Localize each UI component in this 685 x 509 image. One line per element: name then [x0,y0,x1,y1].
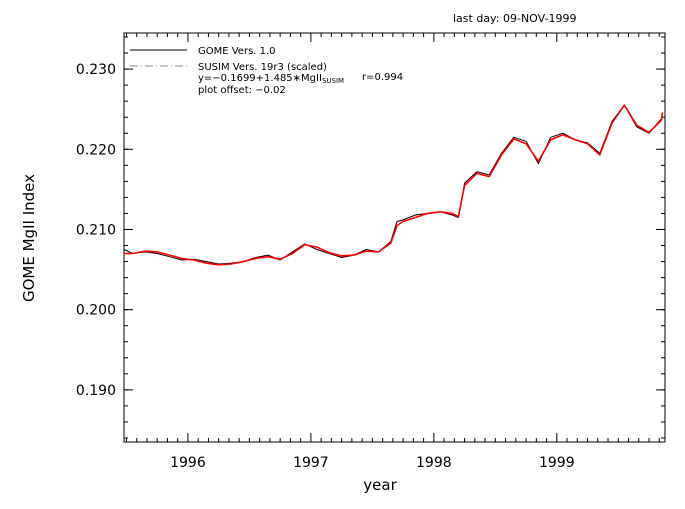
y-tick-label: 0.200 [76,303,116,319]
legend-label-gome: GOME Vers. 1.0 [198,46,276,57]
legend-formula-subscript: SUSIM [322,77,344,85]
series-layer [123,104,664,266]
x-tick-label: 1998 [416,455,452,471]
x-axis-label: year [363,476,397,494]
legend: GOME Vers. 1.0 SUSIM Vers. 19r3 (scaled)… [130,46,403,96]
legend-correlation: r=0.994 [362,72,403,83]
x-tick-label: 1999 [539,455,575,471]
series-line-susim [124,104,664,266]
y-tick-label: 0.210 [76,222,116,238]
last-day-note: last day: 09-NOV-1999 [453,12,576,25]
x-tick-label: 1996 [170,455,206,471]
legend-offset-note: plot offset: −0.02 [198,85,286,96]
x-tick-label: 1997 [293,455,329,471]
series-line-gome [123,104,663,265]
legend-formula: y=−0.1699+1.485∗MgIISUSIM [198,73,344,85]
y-tick-label: 0.220 [76,142,116,158]
plot-frame [123,32,666,443]
legend-formula-main: y=−0.1699+1.485∗MgII [198,73,322,84]
y-axis-label: GOME MgII Index [20,174,38,302]
ticks-layer: 0.190 0.200 0.210 0.220 0.230 1996 1997 1998 199… [76,33,665,471]
y-tick-label: 0.190 [76,383,116,399]
legend-label-susim: SUSIM Vers. 19r3 (scaled) [198,62,327,73]
y-tick-label: 0.230 [76,62,116,78]
